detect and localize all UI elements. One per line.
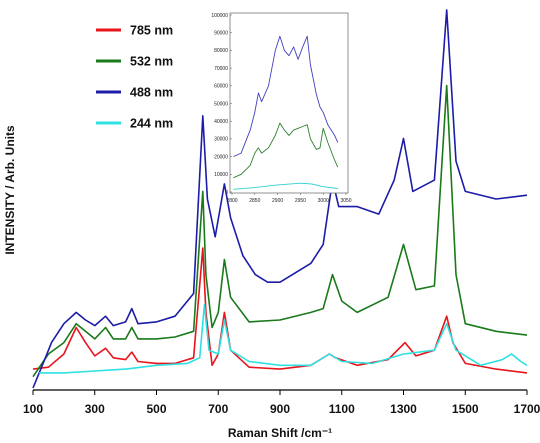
inset-y-tick-label: 80000 (214, 48, 228, 54)
inset-x-tick-label: 2800 (226, 198, 237, 204)
x-tick-label: 1500 (452, 402, 479, 416)
series-line-532-nm (32, 84, 528, 378)
series-line-785-nm (32, 247, 528, 374)
inset-x-tick-label: 2950 (295, 198, 306, 204)
legend-label: 532 nm (130, 55, 173, 69)
inset-y-tick-label: 60000 (214, 84, 228, 90)
x-axis-title: Raman Shift /cm⁻¹ (228, 426, 332, 440)
x-tick-label: 1300 (390, 402, 417, 416)
inset-spectra-lines (233, 35, 339, 190)
inset-series-line-1 (233, 35, 339, 158)
inset-x-tick-label: 2900 (272, 198, 283, 204)
y-axis-title: INTENSITY / Arb. Units (3, 125, 17, 255)
inset-y-tick-label: 40000 (214, 119, 228, 125)
main-plot-area: 100 300 500 700 900 1100 1300 1500 1700 (23, 9, 540, 416)
legend-label: 244 nm (130, 117, 173, 131)
inset-y-tick-label: 20000 (214, 154, 228, 160)
x-tick-label: 100 (23, 402, 43, 416)
inset-x-tick-label: 3000 (318, 198, 329, 204)
series-line-244-nm (39, 304, 528, 374)
inset-y-tick-label: 70000 (214, 66, 228, 72)
inset-y-tick-label: 50000 (214, 101, 228, 107)
x-tick-label: 500 (146, 402, 166, 416)
x-tick-label: 1100 (329, 402, 355, 416)
inset-series-line-3 (233, 182, 338, 190)
x-tick-label: 1700 (514, 402, 540, 416)
inset-y-tick-label: 30000 (214, 137, 228, 143)
inset-y-tick-label: 10000 (214, 172, 228, 178)
legend: 785 nm 532 nm 488 nm 244 nm (96, 24, 173, 131)
inset-y-tick-label: 0 (225, 190, 228, 196)
inset-x-tick-label: 3050 (340, 198, 351, 204)
inset-chart: 0 10000 20000 30000 40000 50000 60000 70000 8000… (211, 12, 352, 204)
series-line-488-nm (32, 9, 528, 389)
x-axis-ticks: 100 300 500 700 900 1100 1300 1500 1700 (23, 390, 540, 416)
x-tick-label: 700 (208, 402, 228, 416)
inset-frame (229, 12, 349, 194)
inset-axis-ticks: 0 10000 20000 30000 40000 50000 60000 70000 8000… (211, 13, 351, 204)
spectra-lines (32, 9, 528, 389)
legend-label: 488 nm (130, 86, 173, 100)
legend-label: 785 nm (130, 24, 173, 38)
inset-y-tick-label: 90000 (214, 31, 228, 37)
inset-y-tick-label: 100000 (211, 13, 228, 19)
inset-series-line-2 (233, 122, 339, 179)
x-tick-label: 900 (270, 402, 290, 416)
x-tick-label: 300 (85, 402, 105, 416)
inset-x-tick-label: 2850 (249, 198, 260, 204)
